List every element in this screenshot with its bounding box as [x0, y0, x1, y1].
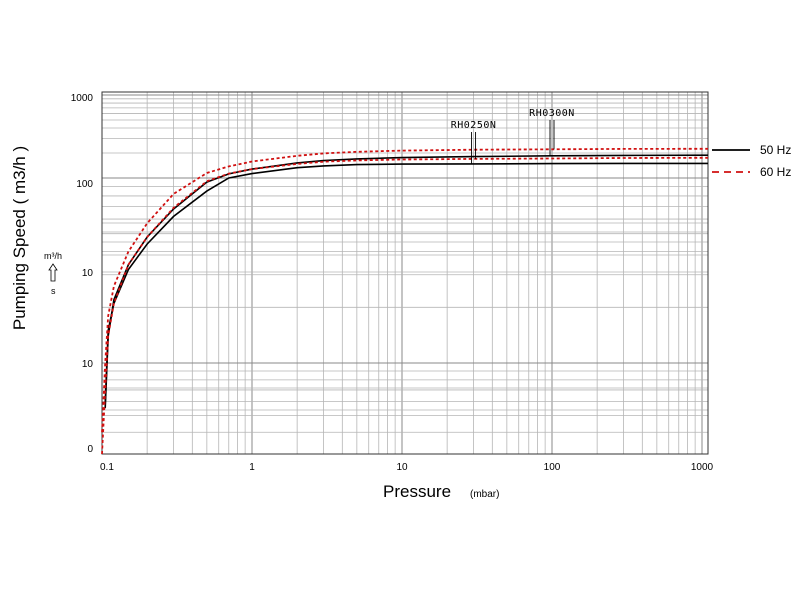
x-tick-label: 100	[544, 462, 561, 473]
series-line-rh0300n-50hz	[104, 154, 709, 409]
x-tick-label: 1	[249, 462, 255, 473]
x-tick-label: 0.1	[100, 462, 114, 473]
x-tick-label: 1000	[691, 462, 714, 473]
y-tick-label: 100	[76, 179, 93, 190]
x-tick-labels: 0.1 1 10 100 1000	[100, 462, 714, 473]
model-annotations: RH0250N RH0300N	[451, 108, 575, 164]
y-axis-label: Pumping Speed ( m3/h )	[10, 146, 29, 330]
series-group	[101, 147, 709, 455]
annotation-rh0250n: RH0250N	[451, 120, 497, 131]
x-axis-unit: (mbar)	[470, 489, 499, 500]
y-side-unit-top: m³/h	[44, 251, 62, 261]
y-tick-label: 10	[82, 359, 94, 370]
series-line-rh0250n-60hz	[101, 156, 709, 455]
y-tick-label: 1000	[71, 93, 94, 104]
plot-frame	[101, 91, 709, 455]
y-tick-labels: 0 10 10 100 1000	[71, 93, 94, 455]
series-line-rh0250n-50hz	[104, 162, 708, 405]
y-tick-label: 10	[82, 268, 94, 279]
legend-label-60hz: 60 Hz	[760, 165, 791, 179]
x-tick-label: 10	[396, 462, 408, 473]
series-line-rh0300n-60hz	[101, 147, 709, 433]
x-axis-label: Pressure	[383, 482, 451, 501]
legend-label-50hz: 50 Hz	[760, 143, 791, 157]
y-tick-label: 0	[87, 444, 93, 455]
legend: 50 Hz 60 Hz	[712, 143, 791, 179]
grid	[101, 92, 708, 454]
up-arrow-icon	[48, 263, 58, 282]
y-side-unit-bottom: s	[51, 286, 56, 296]
annotation-rh0300n: RH0300N	[529, 108, 575, 119]
